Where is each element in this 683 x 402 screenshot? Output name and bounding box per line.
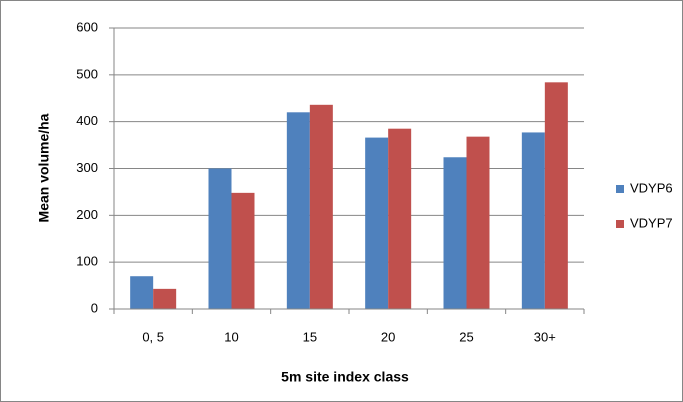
y-tick-label: 300 [76,160,98,175]
bar [521,132,545,309]
x-tick-label: 25 [459,329,473,344]
x-tick-label: 30+ [534,329,556,344]
y-tick-label: 400 [76,113,98,128]
y-tick-label: 0 [91,300,98,315]
y-tick-label: 600 [76,19,98,34]
y-tick-label: 500 [76,66,98,81]
bar [208,168,232,309]
legend-label: VDYP6 [630,180,673,195]
bar [544,82,568,310]
x-tick-label: 15 [303,329,317,344]
bar [309,104,333,309]
bar [286,112,310,309]
x-tick-label: 10 [224,329,238,344]
y-tick-label: 200 [76,207,98,222]
y-axis-label: Mean volume/ha [36,113,52,222]
bar [466,136,490,309]
x-tick-label: 20 [381,329,395,344]
x-tick-label: 0, 5 [142,329,164,344]
bar [388,128,412,309]
x-axis-label: 5m site index class [281,369,409,385]
legend-swatch [616,185,624,193]
legend-swatch [616,220,624,228]
bar [130,276,154,309]
legend-label: VDYP7 [630,215,673,230]
bar [231,192,255,309]
bar [443,157,467,309]
y-tick-label: 100 [76,254,98,269]
bar [365,137,389,309]
bar [153,288,177,309]
